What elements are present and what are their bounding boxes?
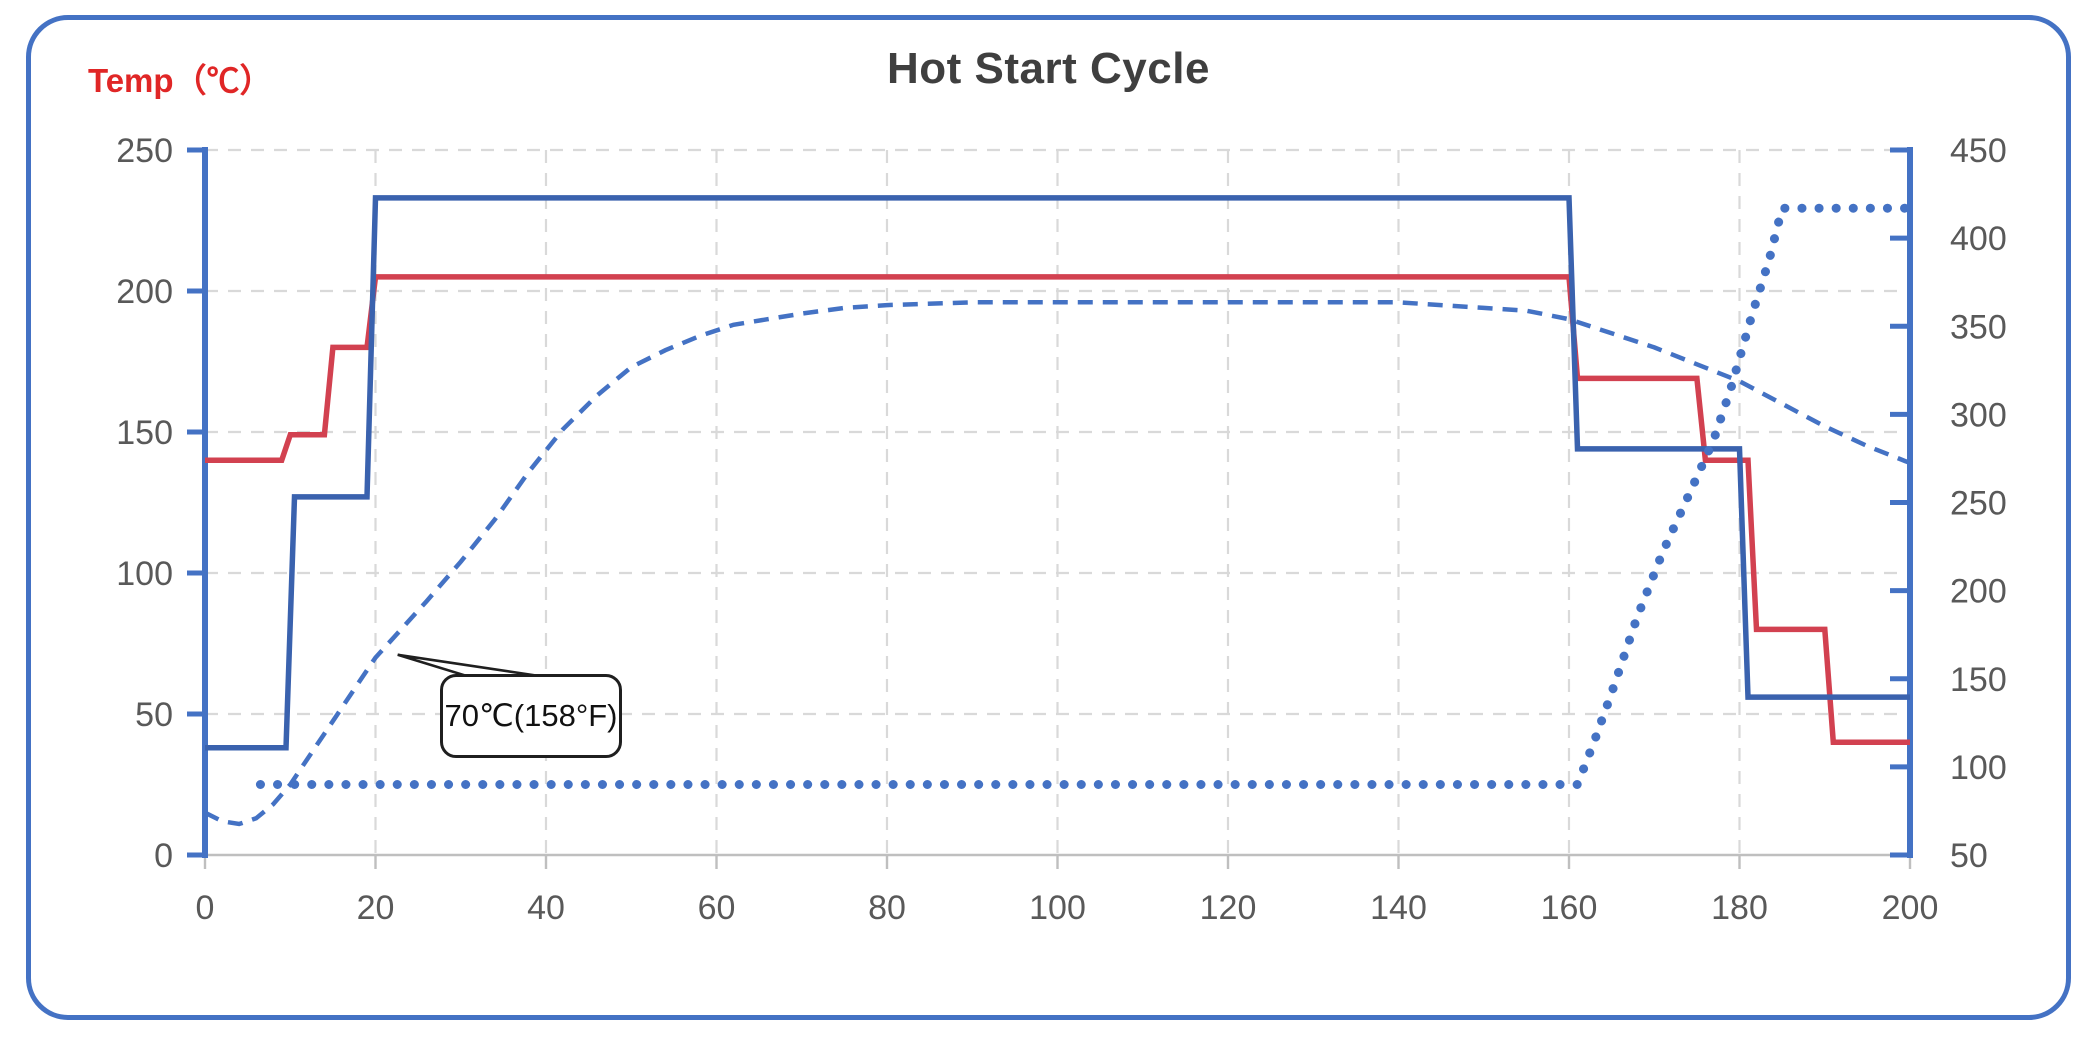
right-tick-label: 150 <box>1950 661 2007 699</box>
right-tick-label: 400 <box>1950 220 2007 258</box>
right-tick-label: 350 <box>1950 308 2007 346</box>
x-tick-label: 180 <box>1711 889 1768 927</box>
annotation-callout: 70℃(158°F) <box>440 674 622 758</box>
x-tick-label: 40 <box>527 889 565 927</box>
annotation-text: 70℃(158°F) <box>444 698 618 733</box>
left-tick-label: 200 <box>116 273 173 311</box>
left-axis <box>187 147 208 858</box>
left-tick-label: 50 <box>135 696 173 734</box>
x-tick-label: 20 <box>357 889 395 927</box>
left-tick-label: 250 <box>116 132 173 170</box>
right-tick-label: 200 <box>1950 573 2007 611</box>
right-tick-label: 450 <box>1950 132 2007 170</box>
left-tick-label: 100 <box>116 555 173 593</box>
right-tick-label: 250 <box>1950 485 2007 523</box>
x-axis <box>202 853 1913 869</box>
x-tick-label: 60 <box>698 889 736 927</box>
right-tick-label: 300 <box>1950 396 2007 434</box>
series-blue-dashed-actual-temp <box>203 300 1911 827</box>
left-tick-label: 0 <box>154 837 173 875</box>
x-tick-label: 160 <box>1541 889 1598 927</box>
right-tick-label: 100 <box>1950 749 2007 787</box>
series-blue-dotted-profile <box>255 203 1915 789</box>
left-tick-label: 150 <box>116 414 173 452</box>
x-tick-label: 80 <box>868 889 906 927</box>
x-tick-label: 100 <box>1029 889 1086 927</box>
left-axis-title: Temp（℃） <box>88 62 273 99</box>
x-tick-label: 200 <box>1882 889 1939 927</box>
chart-title: Hot Start Cycle <box>887 44 1210 93</box>
right-axis <box>1890 147 1913 858</box>
series-blue-step-profile <box>205 195 1910 751</box>
right-tick-label: 50 <box>1950 837 1988 875</box>
x-tick-label: 120 <box>1200 889 1257 927</box>
x-tick-label: 140 <box>1370 889 1427 927</box>
x-tick-label: 0 <box>196 889 215 927</box>
